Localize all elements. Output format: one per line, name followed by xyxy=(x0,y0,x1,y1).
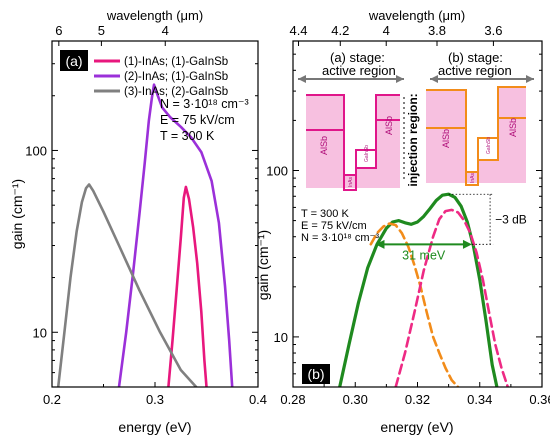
b-stage-a-barrier-right xyxy=(376,95,400,188)
a-panel-label: (a) xyxy=(65,53,82,69)
b-stage-b-barrier-right xyxy=(498,87,526,183)
b-stage-b-title: (b) stage: xyxy=(448,50,503,65)
a-legend: (1)-InAs; (1)-GaInSb (2)-InAs; (1)-GaInS… xyxy=(94,56,228,98)
b-stage-a-title: (a) stage: xyxy=(330,50,385,65)
a-condition-field: E = 75 kV/cm xyxy=(160,113,235,127)
b-top-tick-label: 3.8 xyxy=(428,23,446,38)
b-y-tick-label: 100 xyxy=(266,163,288,178)
b-injection-label: injection region: xyxy=(406,93,420,186)
a-x-tick-label: 0.4 xyxy=(249,392,267,407)
b-stage-a-well-gainsb xyxy=(356,168,376,188)
b-y-axis-label: gain (cm⁻¹) xyxy=(255,230,271,300)
a-series-group xyxy=(56,83,234,387)
b-x-tick-label: 0.30 xyxy=(343,392,368,407)
b-fwhm-marker: 31 meV xyxy=(375,239,472,262)
b-stage-a-gainsb-label: GaInSb xyxy=(364,145,370,162)
b-stage-b-barrier-left xyxy=(426,90,466,183)
b-tick-labels: 0.28 0.30 0.32 0.34 0.36 10 100 4.4 4.2 4 3.8 3.6 xyxy=(266,23,550,407)
b-x-tick-label: 0.36 xyxy=(529,392,550,407)
b-stage-b-inas-label: InAs xyxy=(470,172,476,183)
b-top-tick-label: 3.6 xyxy=(484,23,502,38)
b-stage-a-barrier-label-2: AlSb xyxy=(384,116,394,135)
b-condition-temperature: T = 300 K xyxy=(301,208,349,220)
b-stage-b-subtitle: active region xyxy=(438,63,512,78)
b-stage-a-barrier-label: AlSb xyxy=(319,136,329,155)
a-series-line-1 xyxy=(167,185,208,387)
a-legend-label-3: (3)-InAs; (2)-GaInSb xyxy=(124,86,228,98)
b-plot-frame xyxy=(292,40,543,388)
a-y-tick-label: 10 xyxy=(33,325,47,340)
b-fwhm-arrowhead-right xyxy=(462,239,472,249)
b-stage-b-gainsb-label: GaInSb xyxy=(486,137,492,154)
b-top-axis-label: wavelength (μm) xyxy=(368,8,465,23)
b-stage-b-barrier-label-2: AlSb xyxy=(508,118,518,137)
b-top-tick-label: 4.2 xyxy=(331,23,349,38)
b-stage-a-arrowhead-right xyxy=(396,75,404,83)
b-y-tick-label: 10 xyxy=(274,330,288,345)
a-legend-label-1: (1)-InAs; (1)-GaInSb xyxy=(124,56,228,68)
b-panel-label: (b) xyxy=(307,366,324,382)
a-plot-frame xyxy=(51,40,259,388)
a-x-tick-label: 0.3 xyxy=(146,392,164,407)
b-series-line-2 xyxy=(369,222,460,387)
a-top-axis-label: wavelength (μm) xyxy=(106,8,203,23)
a-series-line-3 xyxy=(56,183,198,387)
a-x-axis-label: energy (eV) xyxy=(118,419,191,435)
b-stage-b-profile-bottom xyxy=(426,117,526,186)
a-conditions: N = 3·10¹⁸ cm⁻³ E = 75 kV/cm T = 300 K xyxy=(160,97,249,143)
a-x-tick-label: 0.2 xyxy=(43,392,61,407)
b-3db-marker: −3 dB xyxy=(448,193,527,245)
a-condition-temperature: T = 300 K xyxy=(160,129,215,143)
a-y-axis-label: gain (cm⁻¹) xyxy=(9,179,25,249)
a-condition-doping: N = 3·10¹⁸ cm⁻³ xyxy=(160,97,249,111)
b-stage-a-well-inas xyxy=(344,175,356,188)
b-condition-field: E = 75 kV/cm xyxy=(301,220,367,232)
b-stage-b-barrier-label: AlSb xyxy=(441,129,451,148)
a-series-line-2 xyxy=(117,83,234,387)
b-stage-a-subtitle: active region xyxy=(322,63,396,78)
b-stage-b-well-gainsb xyxy=(478,160,498,183)
b-panel-label-box xyxy=(302,364,330,384)
a-y-tick-label: 100 xyxy=(25,143,47,158)
b-stage-a-inas-label: InAs xyxy=(348,176,354,187)
panel-b: (a) stage: active region AlSb AlSb GaInS… xyxy=(255,8,550,435)
b-series-group xyxy=(338,192,510,387)
b-fwhm-arrowhead-left xyxy=(375,239,385,249)
b-x-tick-label: 0.34 xyxy=(467,392,492,407)
b-x-axis-label: energy (eV) xyxy=(380,419,453,435)
b-stage-b-arrowhead-left xyxy=(430,75,438,83)
b-stage-a-arrowhead-left xyxy=(298,75,306,83)
b-series-line-3 xyxy=(394,208,510,387)
b-series-line-1 xyxy=(338,192,499,387)
a-top-tick-label: 5 xyxy=(98,23,105,38)
b-top-tick-label: 4 xyxy=(383,23,390,38)
b-stage-a-barrier-left xyxy=(306,95,344,188)
panel-a: 0.2 0.3 0.4 10 100 6 5 4 wavelength (μm) energy… xyxy=(9,8,267,435)
b-fwhm-label: 31 meV xyxy=(402,248,446,262)
b-stage-b-well-inas xyxy=(466,172,478,183)
a-top-tick-label: 6 xyxy=(55,23,62,38)
a-panel-label-box xyxy=(60,50,88,71)
a-top-tick-label: 4 xyxy=(162,23,169,38)
b-x-tick-label: 0.28 xyxy=(280,392,305,407)
b-top-tick-label: 4.4 xyxy=(289,23,307,38)
b-condition-doping: N = 3·10¹⁸ cm⁻³ xyxy=(301,232,379,244)
b-3db-label: −3 dB xyxy=(495,212,527,226)
b-stage-a-profile-bottom xyxy=(306,119,400,191)
b-stage-b-arrowhead-right xyxy=(526,75,534,83)
b-band-inset: (a) stage: active region AlSb AlSb GaInS… xyxy=(298,50,534,191)
b-x-tick-label: 0.32 xyxy=(405,392,430,407)
a-legend-label-2: (2)-InAs; (1)-GaInSb xyxy=(124,71,228,83)
a-tick-labels: 0.2 0.3 0.4 10 100 6 5 4 xyxy=(25,23,267,407)
b-conditions: T = 300 K E = 75 kV/cm N = 3·10¹⁸ cm⁻³ xyxy=(301,208,379,244)
